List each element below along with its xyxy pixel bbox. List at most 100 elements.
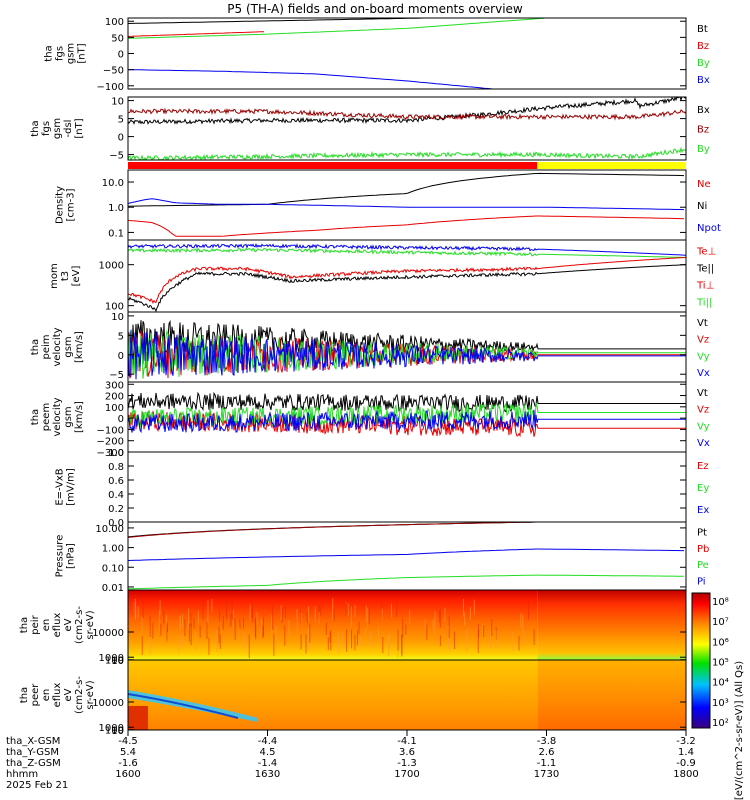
panel-peir_spectrogram-streak bbox=[163, 610, 165, 625]
panel-peir_spectrogram-streak bbox=[478, 624, 480, 638]
panel-peir_spectrogram-streak bbox=[181, 633, 183, 647]
panel-peir_spectrogram-streak bbox=[195, 632, 197, 651]
x-row-value-1-1: 4.5 bbox=[260, 747, 276, 758]
panel-peir_spectrogram-ytick-label: 1000 bbox=[99, 653, 124, 664]
panel-peir_spectrogram-ylabel: eflux bbox=[52, 613, 63, 638]
panel-efield-legend-2: Ex bbox=[697, 505, 709, 516]
x-row-value-3-1: 1630 bbox=[255, 769, 280, 780]
panel-fgs_gsm-ytick-label: 0 bbox=[118, 50, 124, 61]
panel-peir_spectrogram-streak bbox=[219, 610, 221, 622]
x-row-value-1-4: 1.4 bbox=[678, 747, 694, 758]
panel-peir_spectrogram-streak bbox=[337, 631, 339, 654]
panel-peir_spectrogram-streak bbox=[193, 618, 195, 629]
panel-peer_spectrogram-ytick-label: 100 bbox=[105, 726, 124, 737]
panel-peir_spectrogram-streak bbox=[263, 617, 265, 637]
panel-peem_velocity-series-Vy bbox=[127, 403, 686, 430]
panel-peir_spectrogram-streak bbox=[208, 637, 210, 655]
panel-peir_spectrogram-streak bbox=[284, 606, 286, 619]
panel-peir_spectrogram-streak bbox=[490, 631, 492, 649]
panel-peem_velocity-series-Vx bbox=[127, 409, 686, 434]
panel-peir_spectrogram-streak bbox=[528, 599, 530, 620]
panel-peir_spectrogram-streak bbox=[149, 630, 151, 654]
x-row-label-4: 2025 Feb 21 bbox=[6, 780, 68, 791]
panel-peir_spectrogram-streak bbox=[219, 634, 221, 649]
panel-peir_spectrogram-streak bbox=[388, 633, 390, 650]
panel-temperature-ytick-label: 100 bbox=[105, 302, 124, 313]
panel-peim_velocity-ytick-label: 0 bbox=[118, 351, 124, 362]
panel-peir_spectrogram-streak bbox=[524, 631, 526, 643]
panel-peem_velocity-ylabel: velocity bbox=[52, 397, 63, 436]
panel-peir_spectrogram-streak bbox=[300, 634, 302, 650]
panel-peir_spectrogram-streak bbox=[520, 613, 522, 628]
panel-peem_velocity-legend-3: Vx bbox=[697, 438, 710, 449]
x-row-value-2-0: -1.6 bbox=[118, 758, 138, 769]
panel-peir_spectrogram-ylabel: (cm2-s- bbox=[74, 606, 85, 644]
panel-peer_spectrogram-fill bbox=[128, 660, 538, 730]
panel-peir_spectrogram-streak bbox=[252, 607, 254, 623]
x-row-value-2-3: -1.1 bbox=[537, 758, 557, 769]
panel-efield-ytick-label: 0.8 bbox=[108, 462, 124, 473]
panel-peir_spectrogram-streak bbox=[381, 608, 383, 621]
panel-peir_spectrogram-streak bbox=[256, 612, 258, 627]
panel-peir_spectrogram-streak bbox=[318, 611, 320, 624]
panel-peir_spectrogram-streak bbox=[239, 618, 241, 630]
panel-peir_spectrogram-streak bbox=[271, 615, 273, 635]
panel-peir_spectrogram-ylabel: sr-eV) bbox=[85, 610, 96, 639]
panel-fgs_gse-series-By bbox=[127, 146, 687, 162]
panel-efield-legend-0: Ez bbox=[697, 461, 709, 472]
panel-peir_spectrogram-streak bbox=[281, 607, 283, 624]
panel-peir_spectrogram-streak bbox=[216, 629, 218, 652]
panel-peir_spectrogram-streak bbox=[453, 631, 455, 650]
panel-peir_spectrogram-streak bbox=[272, 605, 274, 630]
panel-peim_velocity-series-Vt bbox=[127, 319, 686, 355]
panel-peir_spectrogram-streak bbox=[439, 607, 441, 628]
panel-peir_spectrogram-streak bbox=[325, 622, 327, 635]
x-row-value-1-3: 2.6 bbox=[539, 747, 555, 758]
panel-peir_spectrogram-streak bbox=[388, 635, 390, 656]
panel-density-legend-2: Npot bbox=[697, 223, 721, 234]
panel-peir_spectrogram-streak bbox=[369, 632, 371, 647]
colorbar-tick-5: 10³ bbox=[712, 698, 729, 709]
panel-pressure-series-Pb bbox=[127, 521, 537, 538]
panel-peer_spectrogram-ylabel: peer bbox=[30, 683, 41, 707]
panel-peir_spectrogram-streak bbox=[296, 621, 298, 633]
colorbar-tick-6: 10² bbox=[712, 718, 729, 729]
panel-peir_spectrogram-streak bbox=[243, 617, 245, 629]
panel-peir_spectrogram-streak bbox=[439, 635, 441, 646]
panel-peer_spectrogram-ylabel: eV bbox=[63, 688, 74, 701]
panel-fgs_gse-ytick-label: 10 bbox=[111, 97, 124, 108]
panel-fgs_gse-ytick-label: 0 bbox=[118, 133, 124, 144]
panel-peem_velocity-ylabel: tha bbox=[30, 409, 41, 425]
panel-peir_spectrogram-streak bbox=[346, 603, 348, 614]
panel-peim_velocity-ylabel: velocity bbox=[52, 327, 63, 366]
panel-peem_velocity-ytick-label: 300 bbox=[105, 380, 124, 391]
panel-peir_spectrogram-streak bbox=[284, 625, 286, 646]
panel-fgs_gsm-ytick-label: 100 bbox=[105, 17, 124, 28]
panel-fgs_gsm-legend-3: Bx bbox=[697, 75, 710, 86]
panel-peir_spectrogram-streak bbox=[160, 623, 162, 636]
panel-fgs_gsm-ytick-label: −50 bbox=[103, 66, 124, 77]
panel-peer_spectrogram-ytick-label: 10000 bbox=[92, 698, 124, 709]
panel-peir_spectrogram-streak bbox=[368, 607, 370, 625]
panel-peir_spectrogram-streak bbox=[346, 629, 348, 652]
panel-peem_velocity-ylabel: [km/s] bbox=[74, 401, 85, 433]
panel-peir_spectrogram-streak bbox=[273, 633, 275, 656]
panel-peir_spectrogram-streak bbox=[135, 601, 137, 619]
panel-peir_spectrogram-streak bbox=[248, 634, 250, 659]
panel-peir_spectrogram-streak bbox=[159, 600, 161, 615]
panel-peir_spectrogram-streak bbox=[327, 637, 329, 651]
panel-peir_spectrogram-ytick-label: 10000 bbox=[92, 628, 124, 639]
panel-peir_spectrogram-streak bbox=[288, 619, 290, 635]
colorbar-tick-0: 10⁸ bbox=[712, 597, 729, 608]
panel-peir_spectrogram-ytick-label: 10 bbox=[111, 656, 124, 667]
x-row-value-2-1: -1.4 bbox=[258, 758, 278, 769]
panel-peir_spectrogram-streak bbox=[533, 629, 535, 645]
panel-peir_spectrogram-streak bbox=[207, 600, 209, 624]
panel-peir_spectrogram-streak bbox=[199, 625, 201, 638]
panel-efield-ytick-label: 0.4 bbox=[108, 490, 124, 501]
panel-peir_spectrogram-streak bbox=[466, 628, 468, 652]
panel-fgs_gse-legend-0: Bx bbox=[697, 105, 710, 116]
panel-density-ylabel: [cm-3] bbox=[66, 188, 77, 221]
panel-peer_spectrogram-ylabel: eflux bbox=[52, 683, 63, 708]
panel-peir_spectrogram-streak bbox=[364, 628, 366, 648]
